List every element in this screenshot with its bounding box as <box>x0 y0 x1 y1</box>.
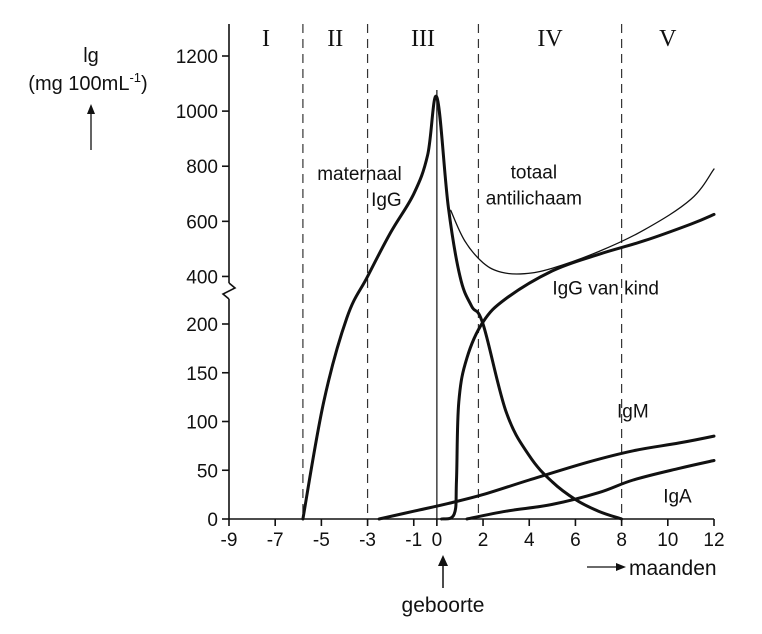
series-layer <box>301 94 716 521</box>
series-totaal-antilichaam <box>450 168 715 275</box>
annotation-maternaal-igg-line-2: IgG <box>371 190 402 211</box>
x-tick-label-1: -1 <box>405 530 422 551</box>
birth-arrow-icon <box>438 555 448 588</box>
x-tick-label-5: -5 <box>313 530 330 551</box>
y-axis-title-unit: (mg 100mL <box>28 73 129 95</box>
period-label-iv: IV <box>537 26 563 52</box>
y-axis-title-superscript: -1 <box>129 70 141 85</box>
y-axis-title-line1: lg <box>83 45 99 67</box>
y-tick-label-800: 800 <box>186 157 218 178</box>
series-igm <box>377 434 716 521</box>
period-label-ii: II <box>327 26 343 52</box>
y-tick-label-1200: 1200 <box>176 47 218 68</box>
y-tick-label-1000: 1000 <box>176 102 218 123</box>
annotation-igg-van-kind-line-1: IgG van kind <box>552 278 659 299</box>
period-label-v: V <box>659 26 677 52</box>
birth-label: geboorte <box>402 594 485 617</box>
x-tick-label-3: -3 <box>359 530 376 551</box>
y-tick-label-0: 0 <box>207 510 218 531</box>
x-axis-arrow-icon <box>587 563 626 571</box>
y-tick-label-400: 400 <box>186 267 218 288</box>
y-tick-label-200: 200 <box>186 315 218 336</box>
annotation-igm-line-1: IgM <box>617 402 649 423</box>
y-axis-break-icon <box>221 282 237 300</box>
x-tick-label-9: -9 <box>221 530 238 551</box>
y-tick-label-150: 150 <box>186 364 218 385</box>
labels-layer: I II III IV VmaternaalIgGtotaalantilichaamIg… <box>262 26 692 507</box>
annotation-iga-line-1: IgA <box>663 486 692 507</box>
x-tick-label-2: 2 <box>478 530 489 551</box>
y-axis-arrow-icon <box>87 104 95 150</box>
series-igg-van-kind <box>440 212 716 521</box>
x-axis-title: maanden <box>629 557 717 580</box>
period-divider-lines <box>302 24 623 519</box>
annotation-totaal-antilichaam-line-1: totaal <box>511 163 557 184</box>
axes-layer: 0 50 100 150 200 400 600 800 1000 1200 -9 -7 -5 -3 -1 0… <box>176 24 725 551</box>
x-tick-label-12: 12 <box>703 530 724 551</box>
x-tick-label-6: 6 <box>570 530 581 551</box>
period-label-iii: III <box>411 26 435 52</box>
series-maternaal-igg <box>301 94 624 521</box>
y-tick-label-100: 100 <box>186 413 218 434</box>
x-tick-label-7: -7 <box>267 530 284 551</box>
y-axis-title-line2: (mg 100mL-1) <box>28 70 147 95</box>
y-tick-label-50: 50 <box>197 461 218 482</box>
period-label-i: I <box>262 26 270 52</box>
x-tick-label-0: 0 <box>432 530 443 551</box>
x-tick-label-10: 10 <box>657 530 678 551</box>
x-tick-label-8: 8 <box>616 530 627 551</box>
x-tick-label-4: 4 <box>524 530 535 551</box>
annotation-totaal-antilichaam-line-2: antilichaam <box>486 189 582 210</box>
annotation-maternaal-igg-line-1: maternaal <box>317 164 402 185</box>
y-tick-label-600: 600 <box>186 212 218 233</box>
y-axis-title-close: ) <box>141 73 148 95</box>
series-iga <box>465 459 716 521</box>
